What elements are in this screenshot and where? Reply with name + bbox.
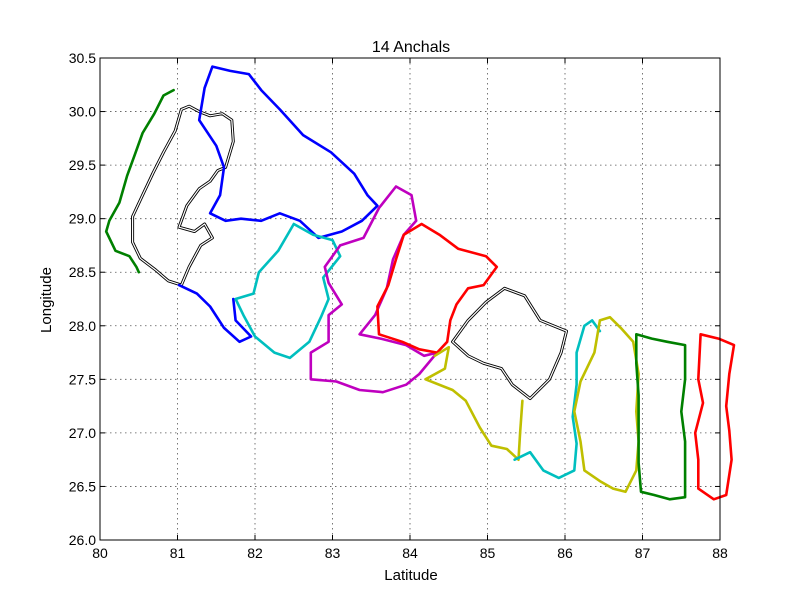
x-tick-label: 86 bbox=[557, 545, 573, 561]
x-tick-label: 87 bbox=[635, 545, 651, 561]
y-tick-label: 28.5 bbox=[69, 264, 96, 280]
y-tick-label: 26.0 bbox=[69, 532, 96, 548]
y-tick-label: 29.5 bbox=[69, 157, 96, 173]
x-tick-labels: 80 81 82 83 84 85 86 87 88 bbox=[92, 545, 728, 561]
axis-ticks bbox=[99, 57, 721, 541]
region-boundary bbox=[177, 283, 253, 344]
y-tick-label: 26.5 bbox=[69, 478, 96, 494]
region-boundary bbox=[424, 345, 524, 462]
region-boundary bbox=[513, 319, 602, 480]
x-tick-label: 85 bbox=[480, 545, 496, 561]
region-boundary bbox=[572, 315, 640, 494]
y-axis-label: Longitude bbox=[38, 267, 55, 333]
region-boundary-outline bbox=[451, 286, 568, 401]
y-tick-label: 27.0 bbox=[69, 425, 96, 441]
x-tick-label: 82 bbox=[247, 545, 263, 561]
region-boundary bbox=[132, 105, 234, 286]
x-tick-label: 80 bbox=[92, 545, 108, 561]
x-tick-label: 81 bbox=[170, 545, 186, 561]
region-boundary bbox=[452, 287, 568, 400]
region-boundary bbox=[197, 65, 379, 240]
region-boundary bbox=[634, 332, 687, 501]
region-boundary bbox=[376, 222, 499, 354]
grid bbox=[100, 58, 720, 540]
region-boundary bbox=[104, 88, 175, 274]
x-tick-label: 83 bbox=[325, 545, 341, 561]
region-boundary-outline bbox=[131, 104, 235, 287]
y-tick-label: 28.0 bbox=[69, 318, 96, 334]
y-tick-label: 30.5 bbox=[69, 50, 96, 66]
x-tick-label: 84 bbox=[402, 545, 418, 561]
chart-title: 14 Anchals bbox=[372, 39, 450, 56]
y-tick-label: 30.0 bbox=[69, 104, 96, 120]
y-tick-labels: 26.0 26.5 27.0 27.5 28.0 28.5 29.0 29.5 30.0 30.5 bbox=[69, 50, 96, 548]
region-boundaries bbox=[104, 65, 736, 501]
x-axis-label: Latitude bbox=[384, 567, 437, 584]
region-boundary bbox=[309, 185, 439, 394]
y-tick-label: 27.5 bbox=[69, 371, 96, 387]
region-boundary bbox=[693, 332, 736, 501]
y-tick-label: 29.0 bbox=[69, 211, 96, 227]
x-tick-label: 88 bbox=[712, 545, 728, 561]
